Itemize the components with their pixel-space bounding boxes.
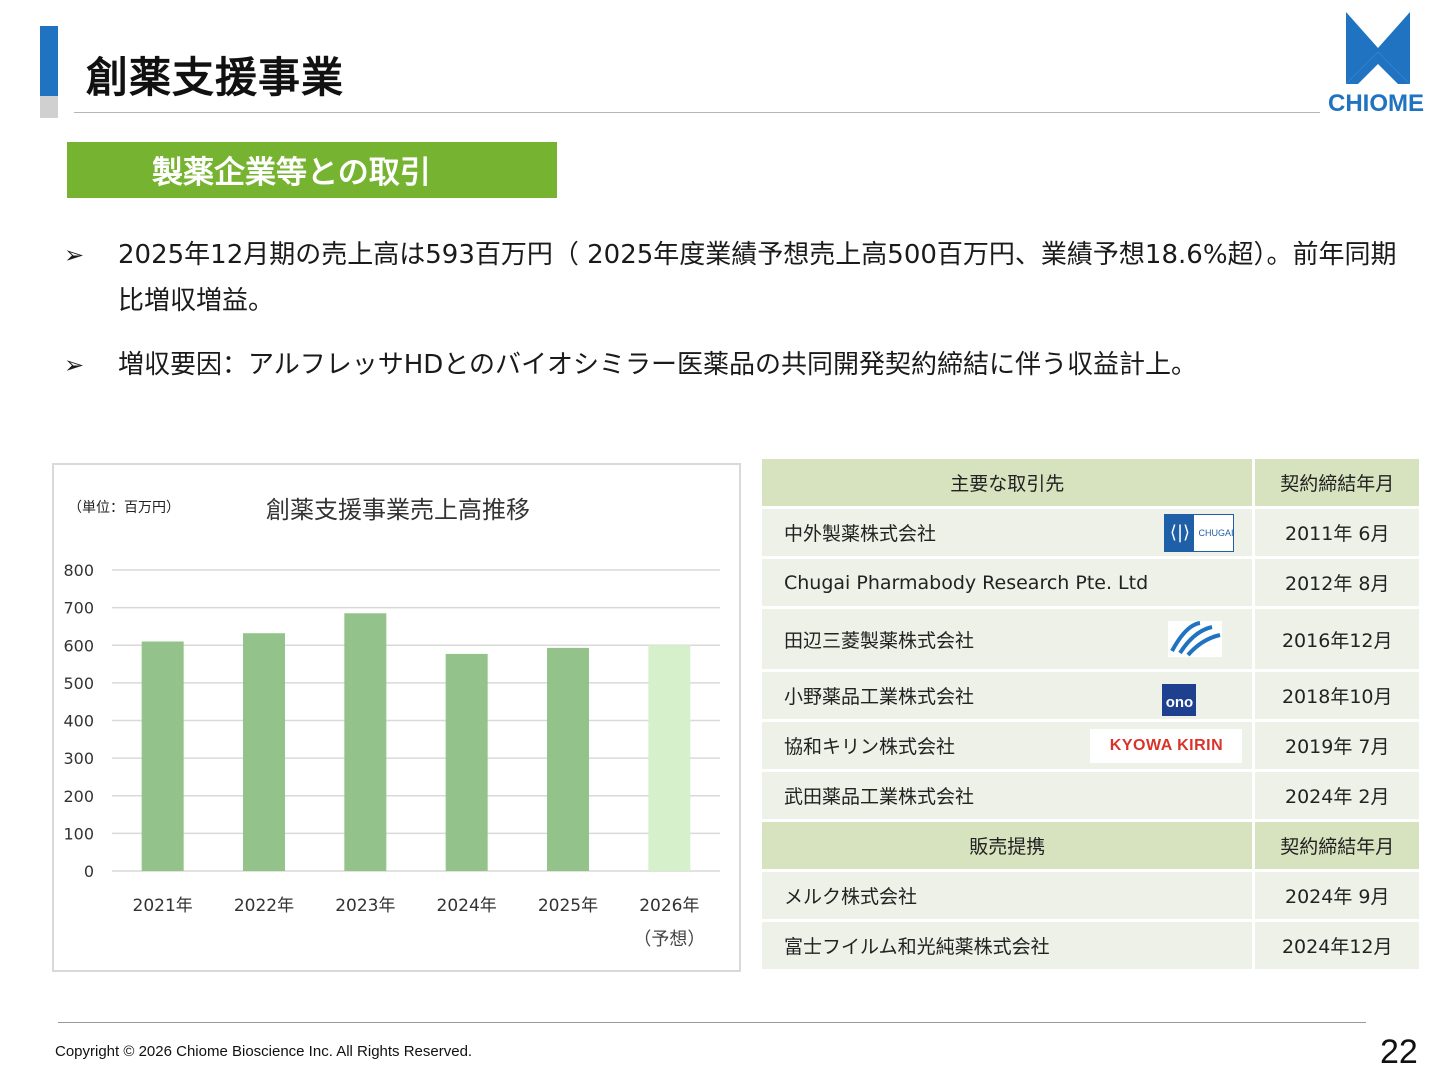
table-row: 中外製薬株式会社 ⟨|⟩ CHUGAI 2011年 6月 — [762, 509, 1419, 556]
revenue-chart: （単位：百万円） 創薬支援事業売上高推移 0 100 200 300 400 500 600 70… — [52, 463, 741, 972]
partner-name: メルク株式会社 — [784, 886, 918, 908]
arrow-bullet-icon: ➢ — [64, 241, 85, 269]
chart-bar — [344, 613, 387, 871]
chiome-logo-text: CHIOME — [1328, 90, 1424, 117]
table-row: 協和キリン株式会社 KYOWA KIRIN 2019年 7月 — [762, 722, 1419, 769]
page-title: 創薬支援事業 — [86, 53, 345, 102]
table-row: 小野薬品工業株式会社 ono 2018年10月 — [762, 672, 1419, 719]
contract-date-cell: 2024年 2月 — [1252, 772, 1419, 819]
chart-unit-note: （単位：百万円） — [68, 500, 180, 516]
kyowa-kirin-logo-icon: KYOWA KIRIN — [1090, 728, 1243, 763]
y-tick-label: 800 — [63, 561, 94, 580]
partner-name-cell: Chugai Pharmabody Research Pte. Ltd — [762, 559, 1253, 606]
partner-name-cell: 富士フイルム和光純薬株式会社 — [762, 922, 1253, 969]
bullet-item: ➢ 2025年12月期の売上高は593百万円（ 2025年度業績予想売上高500… — [64, 232, 1404, 324]
x-tick-label: 2021年 — [133, 896, 193, 916]
y-tick-label: 600 — [63, 636, 94, 655]
partner-name-cell: 販売提携 — [762, 822, 1253, 869]
x-tick-label: 2025年 — [538, 896, 598, 916]
partner-name-cell: 田辺三菱製薬株式会社 — [762, 609, 1253, 669]
title-divider — [74, 112, 1320, 113]
title-accent-bar — [40, 26, 58, 96]
contract-date-cell: 2019年 7月 — [1252, 722, 1419, 769]
table-header-row: 主要な取引先 契約締結年月 — [762, 459, 1419, 506]
bullet-item: ➢ 増収要因：アルフレッサHDとのバイオシミラー医薬品の共同開発契約締結に伴う収… — [64, 342, 1404, 388]
chart-bar — [243, 633, 285, 871]
y-tick-label: 400 — [63, 712, 94, 731]
partner-name: Chugai Pharmabody Research Pte. Ltd — [784, 571, 1149, 594]
y-tick-label: 500 — [63, 674, 94, 693]
copyright-text: Copyright © 2026 Chiome Bioscience Inc. … — [55, 1043, 473, 1060]
y-tick-label: 200 — [63, 787, 94, 806]
footer-divider — [58, 1022, 1366, 1023]
partner-name: 富士フイルム和光純薬株式会社 — [784, 936, 1050, 958]
revenue-chart-canvas: （単位：百万円） 創薬支援事業売上高推移 0 100 200 300 400 500 600 70… — [63, 496, 720, 950]
contract-date-cell: 2016年12月 — [1252, 609, 1419, 669]
partner-name-cell: 武田薬品工業株式会社 — [762, 772, 1253, 819]
contract-date-cell: 契約締結年月 — [1252, 822, 1419, 869]
chart-title: 創薬支援事業売上高推移 — [266, 496, 530, 524]
x-tick-label: 2022年 — [234, 896, 294, 916]
chugai-logo-icon: ⟨|⟩ CHUGAI — [1164, 513, 1235, 552]
table-row: 田辺三菱製薬株式会社 2016年12月 — [762, 609, 1419, 669]
partner-name-cell: メルク株式会社 — [762, 872, 1253, 919]
page-number: 22 — [1380, 1033, 1418, 1071]
partner-name: 主要な取引先 — [950, 473, 1065, 495]
x-tick-note: （予想） — [633, 929, 705, 950]
y-tick-label: 0 — [84, 862, 94, 881]
partner-name: 小野薬品工業株式会社 — [784, 686, 975, 708]
partner-name: 中外製薬株式会社 — [784, 523, 937, 545]
table-row: 富士フイルム和光純薬株式会社 2024年12月 — [762, 922, 1419, 969]
contract-date-cell: 2024年 9月 — [1252, 872, 1419, 919]
partners-table: 主要な取引先 契約締結年月 中外製薬株式会社 ⟨|⟩ CHUGAI 2011年 6月 Chu… — [762, 456, 1419, 972]
partner-name-cell: 協和キリン株式会社 KYOWA KIRIN — [762, 722, 1253, 769]
partner-name-cell: 小野薬品工業株式会社 ono — [762, 672, 1253, 719]
partner-name: 武田薬品工業株式会社 — [784, 786, 975, 808]
table-subheader-row: 販売提携 契約締結年月 — [762, 822, 1419, 869]
contract-date-cell: 2011年 6月 — [1252, 509, 1419, 556]
section-banner-label: 製薬企業等との取引 — [152, 155, 431, 191]
partner-name: 田辺三菱製薬株式会社 — [784, 629, 975, 652]
chiome-logo-icon — [1346, 12, 1410, 84]
table-row: メルク株式会社 2024年 9月 — [762, 872, 1419, 919]
partner-name-cell: 中外製薬株式会社 ⟨|⟩ CHUGAI — [762, 509, 1253, 556]
chart-bar — [547, 647, 589, 871]
table-row: Chugai Pharmabody Research Pte. Ltd 2012年… — [762, 559, 1419, 606]
y-tick-label: 700 — [63, 599, 94, 618]
bullet-text: 2025年12月期の売上高は593百万円（ 2025年度業績予想売上高500百万… — [118, 240, 1397, 316]
bullet-text: 増収要因：アルフレッサHDとのバイオシミラー医薬品の共同開発契約締結に伴う収益計… — [118, 350, 1198, 380]
chart-bar — [445, 653, 488, 871]
chart-bar — [648, 645, 691, 871]
x-tick-label: 2023年 — [335, 896, 395, 916]
y-tick-label: 100 — [63, 824, 94, 843]
tanabe-mitsubishi-logo-icon — [1168, 621, 1223, 657]
table-row: 武田薬品工業株式会社 2024年 2月 — [762, 772, 1419, 819]
contract-date-cell: 2018年10月 — [1252, 672, 1419, 719]
bullet-list: ➢ 2025年12月期の売上高は593百万円（ 2025年度業績予想売上高500… — [64, 232, 1404, 406]
title-accent-bar-shadow — [40, 96, 58, 118]
ono-logo-icon: ono — [1162, 684, 1197, 717]
contract-date-cell: 2012年 8月 — [1252, 559, 1419, 606]
partner-name-cell: 主要な取引先 — [762, 459, 1253, 506]
partner-name: 協和キリン株式会社 — [784, 736, 956, 758]
arrow-bullet-icon: ➢ — [64, 351, 85, 379]
contract-date-cell: 2024年12月 — [1252, 922, 1419, 969]
contract-date-cell: 契約締結年月 — [1252, 459, 1419, 506]
partner-name: 販売提携 — [969, 836, 1046, 858]
chart-bar — [141, 641, 184, 871]
y-tick-label: 300 — [63, 749, 94, 768]
section-banner: 製薬企業等との取引 — [67, 142, 557, 198]
x-tick-label: 2024年 — [437, 896, 497, 916]
x-tick-label: 2026年 — [639, 896, 699, 916]
